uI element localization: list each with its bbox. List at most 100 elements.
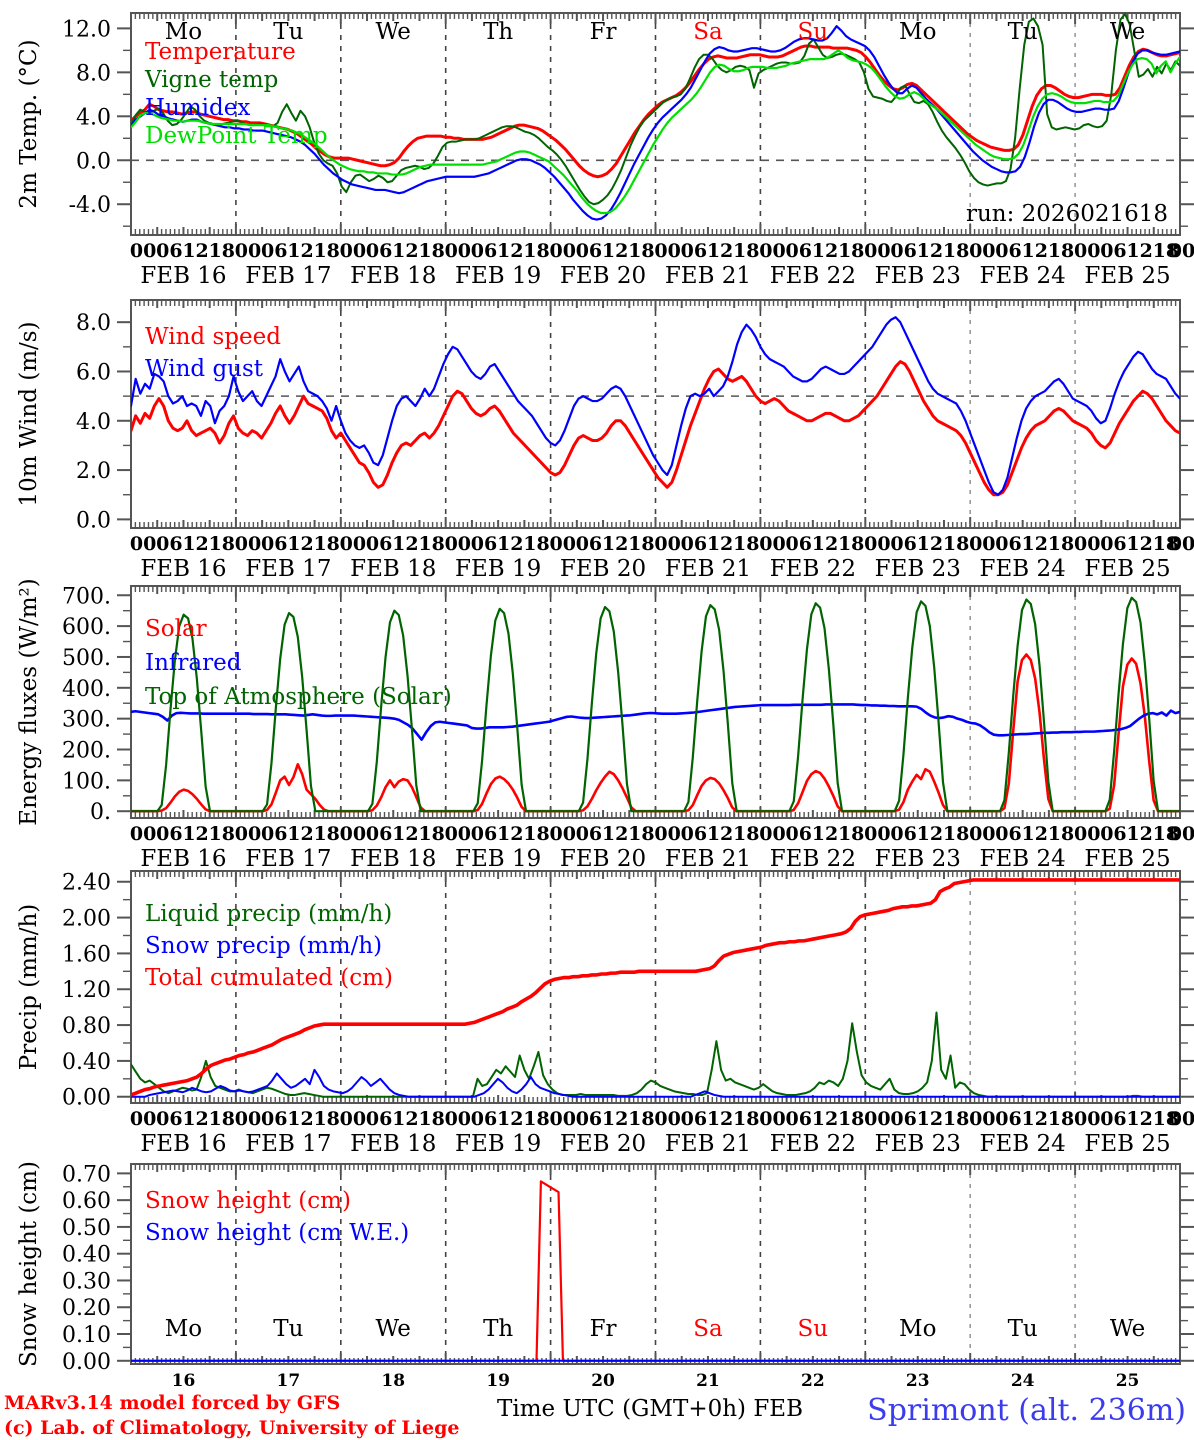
hour-label: 00 [445,240,471,262]
y-tick-label: 600. [62,615,111,640]
panel-precip: 0.00 0.40 0.80 1.20 1.60 2.00 2.40 Precip (mm/h… [16,870,1194,1111]
y-tick-label: -4.0 [69,193,111,218]
hour-label: 18 [418,1108,444,1130]
hour-label: 00 [969,533,995,555]
weekday-label: Th [483,1316,513,1342]
y-tick-label: 0.40 [62,1243,111,1268]
legend-label: Snow height (cm) [145,1188,351,1214]
x-axis-title: Time UTC (GMT+0h) FEB [497,1396,803,1422]
series-line-dewpoint-temp [131,49,1180,215]
hour-label: 18 [523,240,549,262]
hour-label: 00 [130,823,156,845]
hour-label: 12 [1022,1108,1048,1130]
series-group [131,596,1180,813]
hour-label: 18 [313,533,339,555]
date-label: FEB 21 [665,846,751,872]
date-label: FEB 24 [980,846,1066,872]
hour-label: 12 [287,823,313,845]
day-number: 16 [172,1371,196,1391]
hour-label: 00 [759,823,785,845]
footer-model-line: MARv3.14 model forced by GFS [4,1392,340,1414]
hour-label: 06 [156,1108,182,1130]
hour-label: 06 [786,823,812,845]
weekday-label: Su [798,1316,829,1342]
hour-label: 06 [995,1108,1021,1130]
hour-label: 18 [733,533,759,555]
hour-label: 00 [130,1108,156,1130]
hour-label: 18 [209,240,235,262]
run-label: run: 2026021618 [966,201,1168,227]
day-number: 23 [906,1371,930,1391]
hour-label: 06 [1100,1108,1126,1130]
hour-label: 12 [1126,240,1152,262]
legend-label: Snow precip (mm/h) [145,933,382,959]
weekday-label: Tu [273,1316,303,1342]
day-number: 21 [696,1371,720,1391]
y-axis-title: 10m Wind (m/s) [16,321,42,506]
hour-label: 06 [995,240,1021,262]
hour-label: 12 [1126,1108,1152,1130]
hour-label: 12 [1126,823,1152,845]
hour-label: 00 [654,533,680,555]
y-tick-label: 6.0 [76,360,111,385]
legend-label: Infrared [145,650,242,676]
date-label: FEB 24 [980,263,1066,289]
legend-label: Vigne temp [144,67,278,93]
hour-label: 12 [917,240,943,262]
date-label: FEB 21 [665,263,751,289]
panel-fluxes: 0. 100. 200. 300. 400. 500. 600. 700. Energy flu… [16,578,1194,826]
day-number: 20 [591,1371,615,1391]
weekday-label: Fr [590,1316,617,1342]
hour-label: 18 [943,823,969,845]
hour-label: 00 [759,240,785,262]
y-tick-label: 0.10 [62,1323,111,1348]
hour-label: 00 [1169,823,1194,845]
hour-label: 12 [917,1108,943,1130]
hour-label: 00 [759,1108,785,1130]
hour-label: 06 [471,1108,497,1130]
date-label: FEB 16 [140,556,226,582]
hour-label: 18 [418,533,444,555]
hour-label: 00 [340,533,366,555]
date-label: FEB 22 [770,556,856,582]
day-number: 19 [486,1371,510,1391]
legend-label: Top of Atmosphere (Solar) [145,684,452,710]
hour-label: 00 [969,240,995,262]
hour-label: 12 [1022,823,1048,845]
y-tick-label: 700. [62,584,111,609]
hour-label: 00 [445,823,471,845]
hour-label: 06 [156,533,182,555]
weekday-label: Tu [273,19,303,45]
hour-label: 18 [209,1108,235,1130]
hour-label: 18 [523,1108,549,1130]
series-line-vigne-temp [131,13,1180,206]
hour-label: 06 [366,533,392,555]
series-line-total-cumulated-cm- [131,878,1180,1097]
hour-label: 18 [523,823,549,845]
date-label: FEB 22 [770,846,856,872]
y-axis-title: Energy fluxes (W/m²) [16,578,42,825]
hour-label: 00 [340,240,366,262]
weekday-label: We [376,1316,411,1342]
y-tick-label: 100. [62,769,111,794]
series-group [131,878,1180,1098]
legend-label: Liquid precip (mm/h) [145,901,392,927]
series-line-top-of-atmosphere-solar- [131,596,1180,813]
hour-label: 06 [366,240,392,262]
date-label: FEB 18 [350,556,436,582]
hour-label: 18 [1048,1108,1074,1130]
hour-label: 18 [838,240,864,262]
weekday-label: We [1110,1316,1145,1342]
hour-label: 06 [995,823,1021,845]
date-label: FEB 19 [455,846,541,872]
day-number: 24 [1011,1371,1035,1391]
date-label: FEB 25 [1084,846,1170,872]
day-number: 18 [381,1371,405,1391]
legend-label: Solar [145,616,207,642]
hour-label: 18 [943,533,969,555]
date-label: FEB 25 [1084,556,1170,582]
hour-label: 06 [471,823,497,845]
y-tick-label: 0.70 [62,1162,111,1187]
